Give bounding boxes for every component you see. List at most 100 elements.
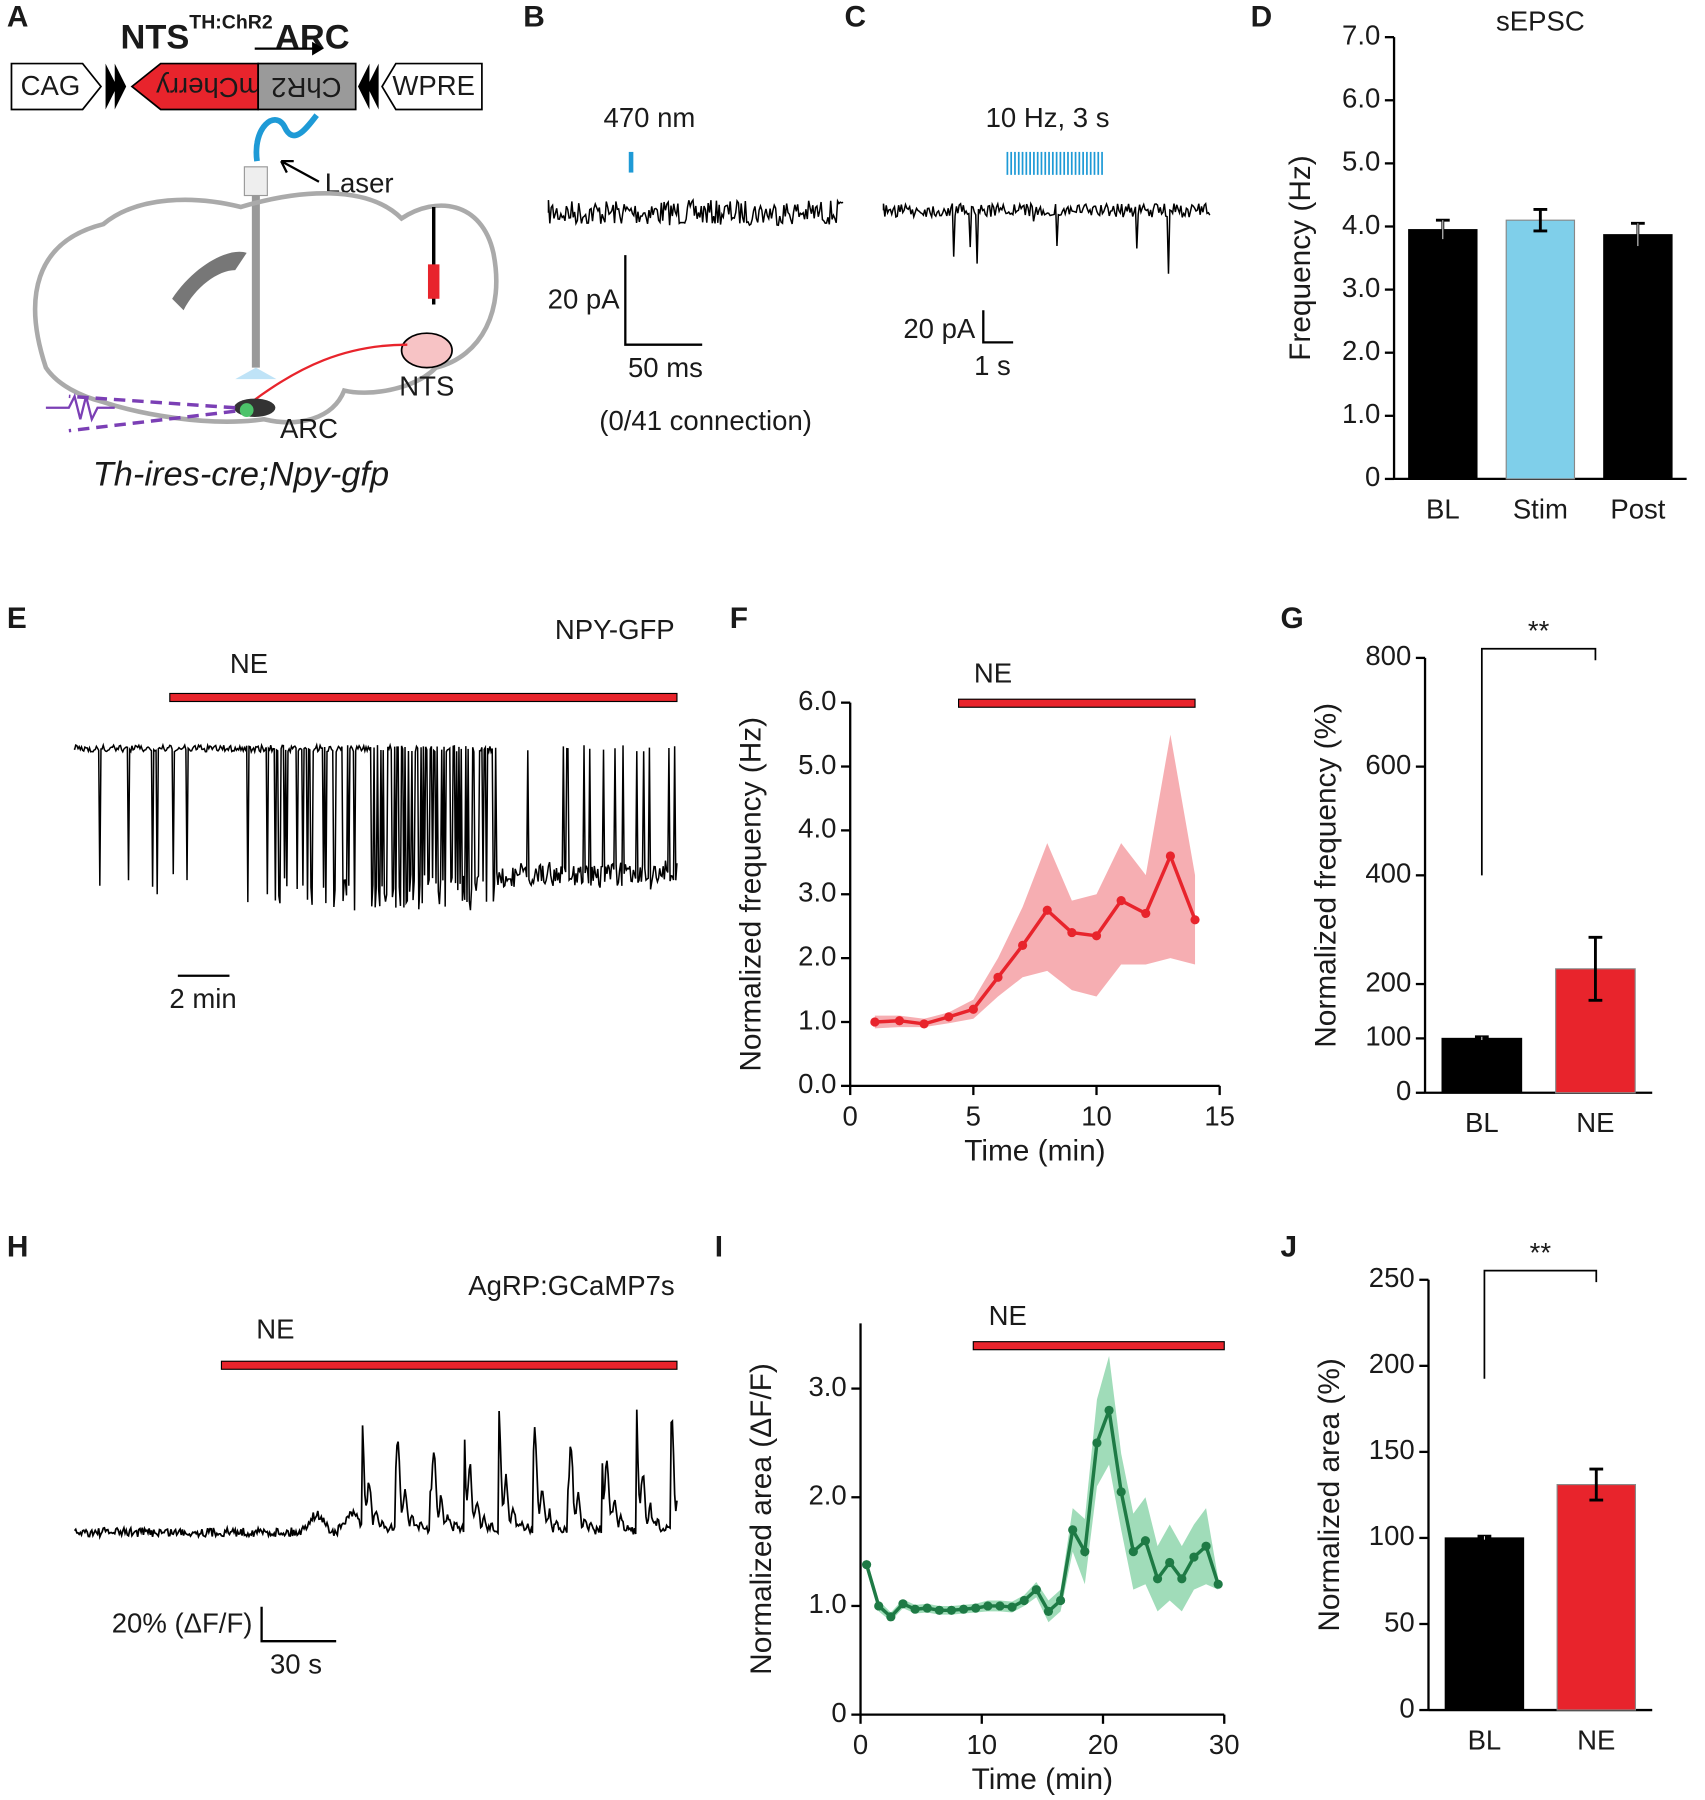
chart-title: sEPSC [1496,6,1585,37]
box-cag [10,62,103,111]
marker [934,1605,944,1615]
bar [1408,229,1478,480]
stim-pulses [1006,151,1103,175]
y-tick-label: 6.0 [798,685,836,716]
box-label: CAG [21,70,81,101]
chart-line: F 0.0 1.0 2.0 3.0 4.0 5.0 6.0 0 5 10 15 Normalized f… [730,602,1235,1167]
significance-label: ** [1528,615,1550,646]
annotation-label: NE [989,1300,1027,1331]
marker [1042,905,1052,915]
y-tick-label: 200 [1369,1348,1415,1379]
marker [1140,1536,1151,1546]
error-bar [1589,1467,1604,1502]
y-axis-label: Normalized area (ΔF/F) [745,1363,778,1675]
panel-a: A NTSTH:ChR2ARC CAG mCherry ChR2 WPRE La… [7,1,499,494]
trace [547,198,844,227]
y-axis-label: Normalized area (%) [1313,1358,1346,1632]
x-tick-label: Stim [1513,493,1568,524]
pipette [68,394,236,433]
x-tick-label: 10 [1081,1100,1112,1131]
panel-letter: G [1280,602,1303,635]
panel-letter: E [7,602,27,635]
marker [1091,931,1102,941]
panel-c: C 10 Hz, 3 s 20 pA 1 s [844,1,1211,381]
marker [886,1612,896,1622]
marker [862,1560,872,1570]
panel-letter: J [1280,1231,1297,1264]
stim-label: 10 Hz, 3 s [986,102,1110,133]
marker [946,1605,957,1615]
y-tick-label: 1.0 [1342,398,1380,429]
marker [910,1604,920,1614]
drug-label: NE [230,648,268,679]
x-tick-label: 5 [966,1100,981,1131]
marker [1177,1574,1187,1584]
x-axis-label: Time (min) [964,1134,1105,1167]
marker [1189,1552,1199,1562]
y-tick-label: 50 [1384,1606,1415,1637]
box-chr2 [257,62,357,111]
y-tick-label: 1.0 [798,1004,836,1035]
panel-letter: A [7,1,29,34]
y-tick-label: 2.0 [808,1480,846,1511]
marker [1007,1602,1017,1612]
trace [73,1409,678,1541]
box-label: ChR2 [271,72,341,103]
panel-b: B 470 nm 20 pA 50 ms (0/41 connection) [523,1,844,436]
fiber-ferrule [243,166,268,197]
x-tick-label: 0 [843,1100,858,1131]
scale-x: 1 s [974,350,1011,381]
annotation-label: NE [974,657,1012,688]
marker [1104,1405,1114,1415]
y-tick-label: 100 [1369,1520,1415,1551]
panel-letter: I [715,1231,723,1264]
chart-bar: D 0 1.0 2.0 3.0 4.0 5.0 6.0 7.0 Frequency (Hz) sEP… [1251,1,1687,524]
x-tick-label: NE [1576,1107,1614,1138]
x-tick-label: 30 [1209,1729,1240,1760]
y-tick-label: 1.0 [808,1588,846,1619]
marker [1080,1547,1090,1557]
error-band [874,734,1196,1029]
chart-bar: G 0 100 200 400 600 800 Normalized frequency (%… [1280,602,1653,1138]
y-tick-label: 0 [1399,1692,1414,1723]
note: (0/41 connection) [599,405,812,436]
y-tick-label: 800 [1365,640,1411,671]
marker [1092,1438,1102,1448]
arrow-head [312,41,324,56]
marker [1067,927,1077,938]
marker [1116,896,1126,906]
significance-bracket [1480,647,1597,876]
marker [1201,1541,1211,1551]
marker [874,1601,884,1611]
marker [1055,1595,1066,1606]
drug-bar [169,692,678,703]
x-tick-label: 10 [966,1729,997,1760]
panel-letter: C [844,1,866,34]
scale-y: 20 pA [548,283,621,314]
marker [922,1603,932,1613]
y-tick-label: 2.0 [798,940,836,971]
panel-letter: H [7,1231,29,1264]
drug-label: NE [256,1314,294,1345]
x-tick-label: NE [1577,1724,1615,1755]
cell-label: NPY-GFP [555,614,675,645]
scale-bar [624,255,703,346]
stim-label: 470 nm [604,102,696,133]
y-tick-label: 6.0 [1342,83,1380,114]
panel-e: E NPY-GFP NE 2 min [7,602,678,1014]
significance-label: ** [1530,1237,1552,1268]
x-tick-label: Post [1610,493,1665,524]
marker [1116,1487,1126,1497]
error-band [866,1355,1219,1623]
nts-label: NTS [399,371,454,402]
y-tick-label: 150 [1369,1434,1415,1465]
marker [993,972,1003,982]
marker [898,1599,908,1609]
marker [968,1004,978,1014]
y-tick-label: 0.0 [798,1068,836,1099]
marker [870,1017,880,1027]
trace [882,201,1211,274]
chart-line: I 0 1.0 2.0 3.0 0 10 20 30 Normalized area (ΔF/F)… [715,1231,1240,1796]
x-tick-label: 0 [853,1729,868,1760]
marker [1031,1585,1041,1595]
